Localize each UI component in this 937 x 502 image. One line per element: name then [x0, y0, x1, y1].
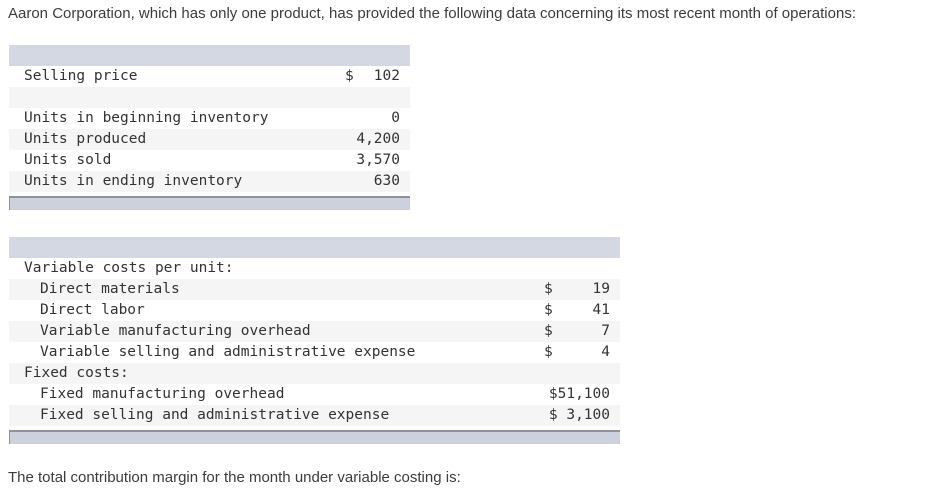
table-row: Direct labor $41 [9, 300, 620, 321]
currency-symbol [345, 129, 354, 150]
currency-symbol [544, 363, 553, 384]
table-row: Units in ending inventory 630 [9, 171, 410, 192]
currency-symbol: $ [544, 302, 553, 318]
row-label: Variable manufacturing overhead [40, 323, 311, 339]
table-rows-container: Variable costs per unit: Direct materials… [9, 258, 620, 426]
currency-symbol: $ [544, 281, 553, 297]
currency-symbol [540, 405, 549, 426]
row-label: Units sold [24, 152, 112, 168]
table-header-band [9, 237, 620, 258]
currency-symbol: $ [345, 68, 354, 84]
row-label: Direct materials [40, 281, 180, 297]
row-value: 19 [592, 281, 610, 297]
row-label [9, 87, 345, 108]
table-row: Fixed manufacturing overhead $51,100 [9, 384, 620, 405]
row-value [553, 363, 610, 384]
table-row: Selling price $102 [9, 66, 410, 87]
row-value: 7 [601, 323, 610, 339]
row-label: Selling price [24, 68, 138, 84]
table-row [9, 87, 410, 108]
row-label: Fixed manufacturing overhead [40, 386, 285, 402]
row-value: 102 [373, 68, 400, 84]
table-row: Units in beginning inventory 0 [9, 108, 410, 129]
row-value: $51,100 [548, 386, 610, 402]
row-label: Direct labor [40, 302, 145, 318]
row-value: $ 3,100 [548, 407, 610, 423]
horizontal-scrollbar[interactable] [9, 430, 620, 444]
row-value [553, 258, 610, 279]
currency-symbol [345, 150, 354, 171]
horizontal-scrollbar[interactable] [9, 196, 410, 210]
currency-symbol [345, 171, 354, 192]
row-label: Fixed selling and administrative expense [40, 407, 390, 423]
row-value: 3,570 [356, 152, 400, 168]
table-row: Variable selling and administrative expe… [9, 342, 620, 363]
operations-data-table: Selling price $102 Units in beginning inve… [9, 45, 410, 210]
row-value: 41 [592, 302, 610, 318]
currency-symbol [544, 258, 553, 279]
row-label: Variable costs per unit: [24, 260, 234, 276]
row-value [354, 87, 400, 108]
table-row: Units produced 4,200 [9, 129, 410, 150]
table-row: Fixed selling and administrative expense… [9, 405, 620, 426]
costs-data-table: Variable costs per unit: Direct materials… [9, 237, 620, 444]
row-label: Units produced [24, 131, 147, 147]
row-label: Units in ending inventory [24, 173, 243, 189]
table-row: Direct materials $19 [9, 279, 620, 300]
table-header-band [9, 45, 410, 66]
row-value: 4,200 [356, 131, 400, 147]
currency-symbol: $ [544, 323, 553, 339]
currency-symbol [345, 87, 354, 108]
question-text: The total contribution margin for the mo… [8, 469, 461, 486]
row-label: Units in beginning inventory [24, 110, 269, 126]
currency-symbol: $ [544, 344, 553, 360]
table-row: Variable manufacturing overhead $7 [9, 321, 620, 342]
table-row: Fixed costs: [9, 363, 620, 384]
row-value: 4 [601, 344, 610, 360]
row-label: Fixed costs: [24, 365, 129, 381]
table-rows-container: Selling price $102 Units in beginning inve… [9, 66, 410, 192]
table-row: Variable costs per unit: [9, 258, 620, 279]
row-label: Variable selling and administrative expe… [40, 344, 416, 360]
currency-symbol [345, 108, 354, 129]
row-value: 630 [373, 173, 400, 189]
row-value: 0 [391, 110, 400, 126]
currency-symbol [540, 384, 549, 405]
table-row: Units sold 3,570 [9, 150, 410, 171]
intro-text: Aaron Corporation, which has only one pr… [8, 5, 856, 22]
